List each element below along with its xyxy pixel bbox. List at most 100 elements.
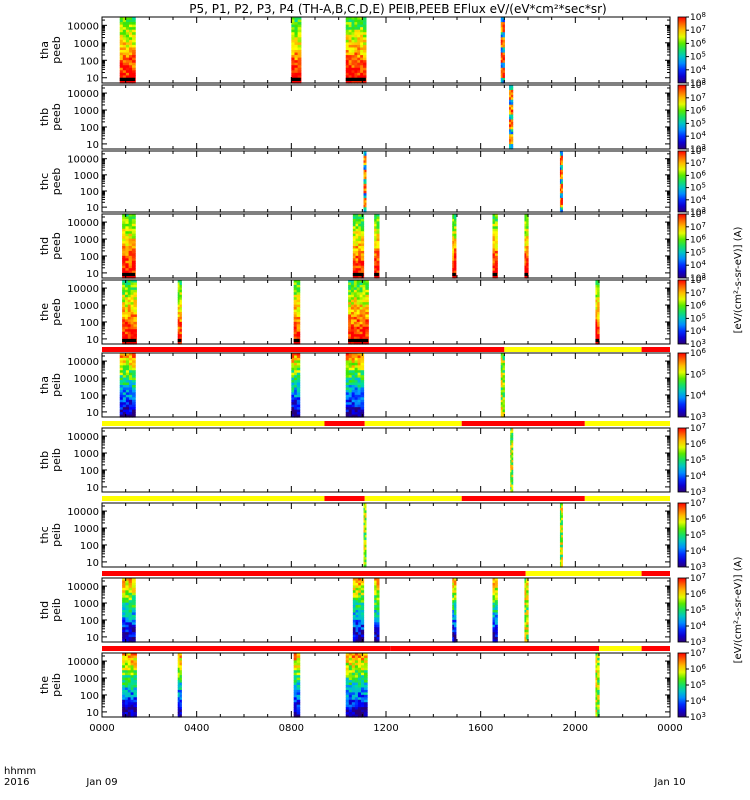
spectrogram-cell (130, 694, 135, 698)
spectrogram-cell (364, 190, 367, 194)
spectrogram-cell (452, 253, 455, 257)
spectrogram-cell (131, 250, 136, 254)
spectrogram-cell (363, 522, 366, 526)
spectrogram-cell (348, 287, 352, 291)
spectrogram-cell (363, 22, 367, 26)
panel-probe-label: thb (38, 108, 51, 126)
spectrogram-cell (374, 614, 378, 618)
spectrogram-cell (128, 57, 133, 61)
spectrogram-cell (357, 65, 361, 69)
spectrogram-cell (360, 380, 365, 384)
spectrogram-cell (354, 377, 359, 381)
spectrogram-cell (127, 289, 132, 293)
spectrogram-cell (125, 402, 130, 406)
spectrogram-cell (360, 707, 365, 711)
spectrogram-cell (177, 709, 181, 713)
spectrogram-cell (291, 372, 295, 376)
spectrogram-cell (119, 44, 124, 49)
spectrogram-cell (494, 614, 498, 618)
spectrogram-cell (354, 39, 358, 43)
spectrogram-cell (364, 195, 367, 199)
spectrogram-cell (119, 407, 124, 411)
spectrogram-cell (452, 268, 455, 272)
spectrogram-cell (360, 365, 365, 369)
spectrogram-cell (357, 697, 362, 701)
spectrogram-cell (502, 24, 505, 28)
spectrogram-cell (128, 22, 133, 26)
spectrogram-cell (355, 246, 359, 250)
spectrogram-cell (348, 52, 353, 56)
spectrogram-cell (360, 637, 365, 641)
colorbar-tick-label: 107 (690, 287, 706, 299)
spectrogram-cell (376, 214, 380, 218)
spectrogram-cell (294, 382, 298, 386)
spectrogram-cell (510, 109, 514, 113)
spectrogram-cell (296, 280, 301, 284)
spectrogram-cell (296, 397, 301, 401)
spectrogram-cell (500, 387, 504, 391)
spectrogram-cell (345, 412, 350, 416)
spectrogram-cell (356, 284, 361, 288)
spectrogram-cell (358, 597, 362, 601)
spectrogram-cell (510, 102, 514, 106)
spectrogram-cell (494, 221, 498, 225)
spectrogram-cell (122, 265, 126, 269)
spectrogram-cell (454, 632, 457, 636)
spectrogram-cell (125, 360, 130, 364)
spectrogram-cell (524, 605, 527, 609)
spectrogram-cell (124, 680, 129, 684)
spectrogram-cell (351, 304, 355, 308)
spectrogram-cell (352, 248, 357, 252)
spectrogram-cell (360, 587, 365, 591)
spectrogram-cell (122, 75, 127, 79)
spectrogram-cell (127, 312, 132, 316)
spectrogram-cell (500, 50, 504, 54)
spectrogram-cell (354, 670, 359, 674)
spectrogram-cell (492, 265, 496, 269)
spectrogram-burst (345, 353, 365, 418)
spectrogram-cell (511, 457, 514, 461)
spectrogram-cell (296, 329, 301, 333)
spectrogram-cell (296, 385, 301, 389)
spectrogram-cell (360, 632, 365, 636)
spectrogram-cell (524, 255, 527, 259)
spectrogram-cell (296, 372, 301, 376)
spectrogram-cell (125, 19, 130, 23)
spectrogram-cell (363, 557, 366, 561)
spectrogram-cell (510, 104, 514, 108)
spectrogram-cell (291, 362, 295, 366)
spectrogram-cell (125, 590, 130, 594)
spectrogram-cell (354, 677, 359, 681)
spectrogram-cell (356, 299, 361, 303)
spectrogram-cell (360, 680, 365, 684)
spectrogram-cell (354, 404, 359, 408)
spectrogram-cell (524, 263, 527, 267)
spectrogram-cell (130, 289, 135, 293)
spectrogram-cell (296, 331, 301, 335)
spectrogram-cell (454, 587, 457, 591)
spectrogram-cell (526, 629, 529, 633)
spectrogram-cell (357, 382, 362, 386)
spectrogram-cell (559, 562, 562, 566)
spectrogram-cell (356, 297, 361, 301)
spectrogram-cell (125, 592, 130, 596)
spectrogram-cell (526, 605, 529, 609)
spectrogram-cell (345, 37, 350, 41)
spectrogram-cell (500, 39, 504, 43)
spectrogram-cell (348, 47, 353, 51)
spectrogram-cell (355, 639, 359, 643)
spectrogram-cell (357, 680, 362, 684)
spectrogram-cell (132, 353, 136, 357)
colorbar-tick-exponent: 6 (701, 588, 706, 596)
spectrogram-cell (355, 582, 359, 586)
spectrogram-cell (130, 697, 135, 701)
spectrogram-cell (376, 253, 380, 257)
spectrogram-cell (351, 399, 356, 403)
spectrogram-cell (509, 89, 512, 93)
spectrogram-cell (363, 503, 366, 507)
spectrogram-cell (363, 195, 366, 199)
colorbar-tick-exponent: 4 (701, 470, 706, 478)
spectrogram-cell (524, 218, 527, 222)
spectrogram-cell (364, 153, 367, 157)
spectrogram-cell (376, 627, 380, 631)
